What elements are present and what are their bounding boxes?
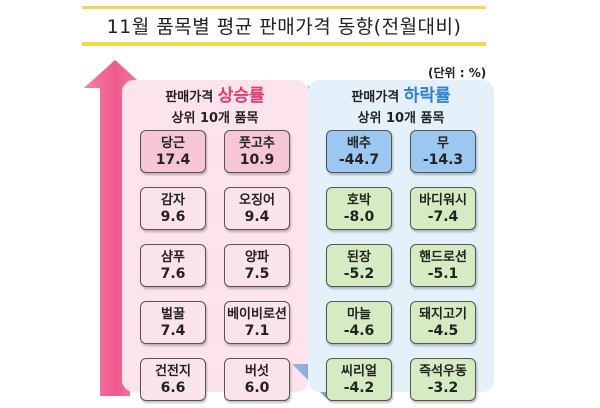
rise-item-card: 당근 17.4 (140, 130, 206, 173)
fall-item-card: 즉석우동 -3.2 (410, 358, 476, 401)
fall-card-grid: 배추 -44.7 무 -14.3 호박 -8.0 바디워시 -7.4 된장 -5.2 핸드로션 -5.… (326, 130, 476, 401)
rise-item-name: 양파 (245, 249, 269, 265)
rise-item-card: 오징어 9.4 (224, 187, 290, 230)
fall-item-name: 핸드로션 (419, 249, 467, 265)
fall-panel-subheading: 상위 10개 품목 (357, 111, 445, 126)
rise-panel: 판매가격 상승률 상위 10개 품목 당근 17.4 풋고추 10.9 감자 9.6 오징어… (122, 80, 308, 401)
page-title: 11월 품목별 평균 판매가격 동향(전월대비) (106, 16, 462, 38)
fall-item-name: 무 (437, 135, 449, 151)
fall-item-card: 돼지고기 -4.5 (410, 301, 476, 344)
rise-item-value: 6.0 (244, 379, 270, 396)
rise-item-card: 버섯 6.0 (224, 358, 290, 401)
fall-item-value: -3.2 (427, 379, 459, 396)
fall-item-value: -7.4 (427, 208, 459, 225)
fall-item-name: 된장 (347, 249, 371, 265)
rise-item-value: 10.9 (239, 151, 275, 168)
rise-card-grid: 당근 17.4 풋고추 10.9 감자 9.6 오징어 9.4 샴푸 7.6 양파 7.5 벌꿀 7.4 베… (140, 130, 290, 401)
rise-item-name: 오징어 (239, 192, 275, 208)
rise-panel-subheading: 상위 10개 품목 (171, 111, 259, 126)
unit-label: (단위 : %) (428, 66, 487, 80)
rise-item-name: 풋고추 (239, 135, 275, 151)
rise-item-value: 7.1 (244, 322, 270, 339)
rise-item-name: 버섯 (245, 363, 269, 379)
fall-item-name: 마늘 (347, 306, 371, 322)
fall-item-card: 된장 -5.2 (326, 244, 392, 287)
fall-item-name: 씨리얼 (341, 363, 377, 379)
rise-item-card: 벌꿀 7.4 (140, 301, 206, 344)
fall-item-value: -4.2 (343, 379, 375, 396)
rise-item-value: 9.4 (244, 208, 270, 225)
fall-heading-prefix: 판매가격 (351, 90, 400, 105)
fall-item-card: 씨리얼 -4.2 (326, 358, 392, 401)
rise-item-card: 양파 7.5 (224, 244, 290, 287)
fall-item-name: 즉석우동 (419, 363, 467, 379)
fall-item-card: 배추 -44.7 (326, 130, 392, 173)
rise-item-value: 7.4 (160, 322, 186, 339)
fall-item-value: -5.2 (343, 265, 375, 282)
rise-item-card: 감자 9.6 (140, 187, 206, 230)
rise-item-name: 건전지 (155, 363, 191, 379)
fall-panel: 판매가격 하락률 상위 10개 품목 배추 -44.7 무 -14.3 호박 -8.0 바디… (308, 80, 494, 401)
rise-item-card: 풋고추 10.9 (224, 130, 290, 173)
rise-item-name: 베이비로션 (227, 306, 287, 322)
rise-item-value: 6.6 (160, 379, 186, 396)
fall-item-name: 호박 (347, 192, 371, 208)
rise-item-card: 샴푸 7.6 (140, 244, 206, 287)
fall-item-card: 무 -14.3 (410, 130, 476, 173)
rise-item-name: 벌꿀 (161, 306, 185, 322)
rise-item-name: 샴푸 (161, 249, 185, 265)
rise-item-value: 9.6 (160, 208, 186, 225)
fall-item-value: -5.1 (427, 265, 459, 282)
fall-item-name: 돼지고기 (419, 306, 467, 322)
up-arrow-icon (84, 60, 146, 396)
fall-item-card: 핸드로션 -5.1 (410, 244, 476, 287)
rise-item-card: 건전지 6.6 (140, 358, 206, 401)
fall-panel-heading: 판매가격 하락률 (308, 88, 494, 106)
fall-item-value: -14.3 (422, 151, 464, 168)
fall-item-value: -4.6 (343, 322, 375, 339)
fall-heading-highlight: 하락률 (403, 86, 451, 106)
rise-heading-prefix: 판매가격 (165, 90, 214, 105)
rise-heading-highlight: 상승률 (217, 86, 265, 106)
rise-item-value: 7.6 (160, 265, 186, 282)
fall-item-name: 배추 (347, 135, 371, 151)
rise-item-card: 베이비로션 7.1 (224, 301, 290, 344)
fall-item-name: 바디워시 (419, 192, 467, 208)
fall-item-value: -4.5 (427, 322, 459, 339)
title-bar: 11월 품목별 평균 판매가격 동향(전월대비) (82, 6, 486, 46)
rise-item-name: 감자 (161, 192, 185, 208)
fall-item-card: 호박 -8.0 (326, 187, 392, 230)
rise-item-value: 7.5 (244, 265, 270, 282)
fall-item-value: -44.7 (338, 151, 380, 168)
rise-item-value: 17.4 (155, 151, 191, 168)
rise-item-name: 당근 (161, 135, 185, 151)
rise-panel-heading: 판매가격 상승률 (122, 88, 308, 106)
fall-item-value: -8.0 (343, 208, 375, 225)
fall-item-card: 마늘 -4.6 (326, 301, 392, 344)
fall-item-card: 바디워시 -7.4 (410, 187, 476, 230)
